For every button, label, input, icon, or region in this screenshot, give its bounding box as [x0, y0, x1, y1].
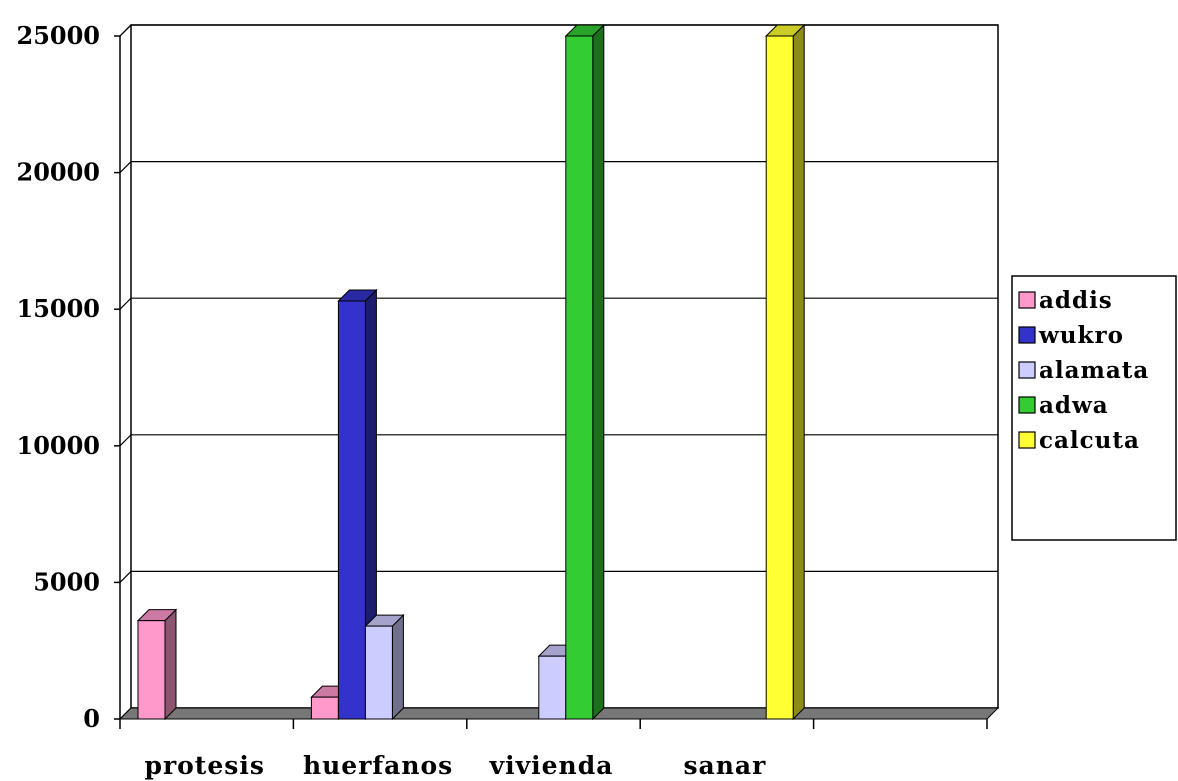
- bar: [136, 608, 178, 721]
- y-tick-label: 0: [83, 704, 100, 733]
- bar: [364, 613, 405, 721]
- legend-box: [1011, 275, 1177, 541]
- bar: [764, 23, 806, 721]
- gridline-side: [119, 434, 132, 447]
- bar-front: [337, 300, 366, 720]
- bars: [136, 23, 806, 721]
- bar-front: [364, 625, 393, 720]
- legend-label: alamata: [1039, 357, 1149, 384]
- y-tick-label: 5000: [33, 567, 100, 596]
- y-tick-label: 10000: [17, 431, 101, 460]
- grid: [119, 24, 999, 720]
- legend-swatch: [1018, 431, 1036, 449]
- legend-swatch: [1018, 291, 1036, 309]
- legend-label: addis: [1039, 287, 1113, 314]
- legend-label: adwa: [1039, 392, 1109, 419]
- y-tick-label: 20000: [17, 158, 101, 187]
- plot-back-wall: [130, 24, 999, 709]
- bar-side: [391, 613, 404, 721]
- legend-swatch: [1018, 361, 1036, 379]
- x-category-label: sanar: [683, 751, 766, 780]
- y-tick-label: 25000: [17, 21, 101, 50]
- bar-front: [310, 696, 339, 720]
- legend-label: wukro: [1038, 322, 1124, 349]
- gridline-side: [119, 570, 132, 583]
- legend: addis wukro alamata adwa calcuta: [1011, 275, 1177, 541]
- gridline-side: [119, 161, 132, 174]
- bar-side: [792, 23, 805, 721]
- x-category-label: vivienda: [489, 751, 614, 780]
- bar-front: [765, 35, 794, 720]
- x-category-label: protesis: [144, 751, 264, 780]
- legend-swatch: [1018, 396, 1036, 414]
- legend-swatch: [1018, 326, 1036, 344]
- gridline-side: [119, 297, 132, 310]
- bar-side: [164, 608, 177, 721]
- legend-label: calcuta: [1039, 427, 1140, 454]
- bar-front: [137, 620, 166, 720]
- bar-side: [592, 23, 605, 721]
- x-category-label: huerfanos: [303, 751, 453, 780]
- axes: 0 5000 10000 15000 20000 25000 protesis huerfan…: [17, 21, 988, 780]
- bar: [564, 23, 606, 721]
- y-tick-label: 15000: [17, 294, 101, 323]
- bar-front: [538, 655, 567, 720]
- bar-front: [565, 35, 594, 720]
- y-axis-top: [119, 24, 132, 37]
